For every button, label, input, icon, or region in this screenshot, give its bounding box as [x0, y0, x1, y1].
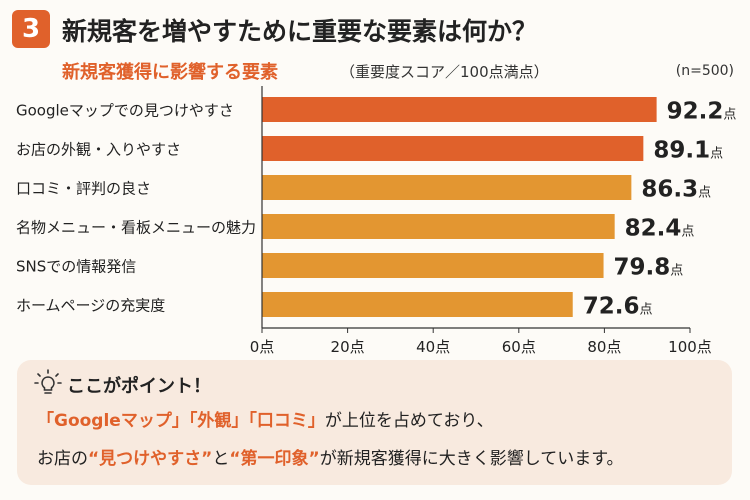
data-label: 86.3点	[641, 177, 711, 203]
category-label: 名物メニュー・看板メニューの魅力	[16, 219, 256, 237]
x-tick-label: 60点	[502, 338, 536, 356]
data-label: 89.1点	[653, 138, 723, 164]
point-box: ここがポイント！ 「Googleマップ」「外観」「口コミ」が上位を占めており、 …	[17, 360, 732, 485]
data-label: 82.4点	[625, 216, 695, 242]
category-label: お店の外観・入りやすさ	[16, 141, 181, 159]
section-number-badge: 3	[12, 10, 50, 48]
lightbulb-icon	[34, 369, 62, 394]
point-text: が上位を占めており、	[324, 411, 494, 431]
x-tick-label: 80点	[587, 338, 621, 356]
chart-subtitle-note: （重要度スコア／100点満点）	[340, 63, 549, 81]
point-text: と	[212, 449, 230, 469]
bar	[262, 175, 632, 200]
category-label: Googleマップでの見つけやすさ	[16, 102, 234, 120]
x-tick-label: 0点	[250, 338, 275, 356]
chart-subtitle: 新規客獲得に影響する要素	[62, 62, 278, 83]
highlight-first-impression: “第一印象”	[229, 449, 320, 469]
category-label: ホームページの充実度	[16, 297, 165, 315]
point-text: が新規客獲得に大きく影響しています。	[319, 449, 624, 469]
highlight-findability: “見つけやすさ”	[88, 449, 213, 469]
point-text-line-1: 「Googleマップ」「外観」「口コミ」が上位を占めており、	[37, 406, 494, 431]
data-label: 72.6点	[583, 294, 653, 320]
page-title: 新規客を増やすために重要な要素は何か？	[62, 17, 538, 46]
bar	[262, 292, 573, 317]
x-tick-label: 100点	[668, 338, 712, 356]
point-text-line-2: お店の“見つけやすさ”と“第一印象”が新規客獲得に大きく影響しています。	[37, 444, 624, 469]
point-text: お店の	[37, 449, 88, 469]
data-label: 92.2点	[667, 99, 737, 125]
category-label: 口コミ・評判の良さ	[16, 180, 151, 198]
bar	[262, 136, 644, 161]
x-tick-label: 20点	[331, 338, 365, 356]
bar	[262, 253, 604, 278]
bar	[262, 214, 615, 239]
bar	[262, 97, 657, 122]
data-label: 79.8点	[614, 255, 684, 281]
category-label: SNSでの情報発信	[16, 258, 136, 276]
highlight-factors: 「Googleマップ」「外観」「口コミ」	[37, 411, 325, 431]
point-heading: ここがポイント！	[67, 376, 211, 397]
sample-size: (n=500)	[675, 63, 734, 79]
x-tick-label: 40点	[416, 338, 450, 356]
